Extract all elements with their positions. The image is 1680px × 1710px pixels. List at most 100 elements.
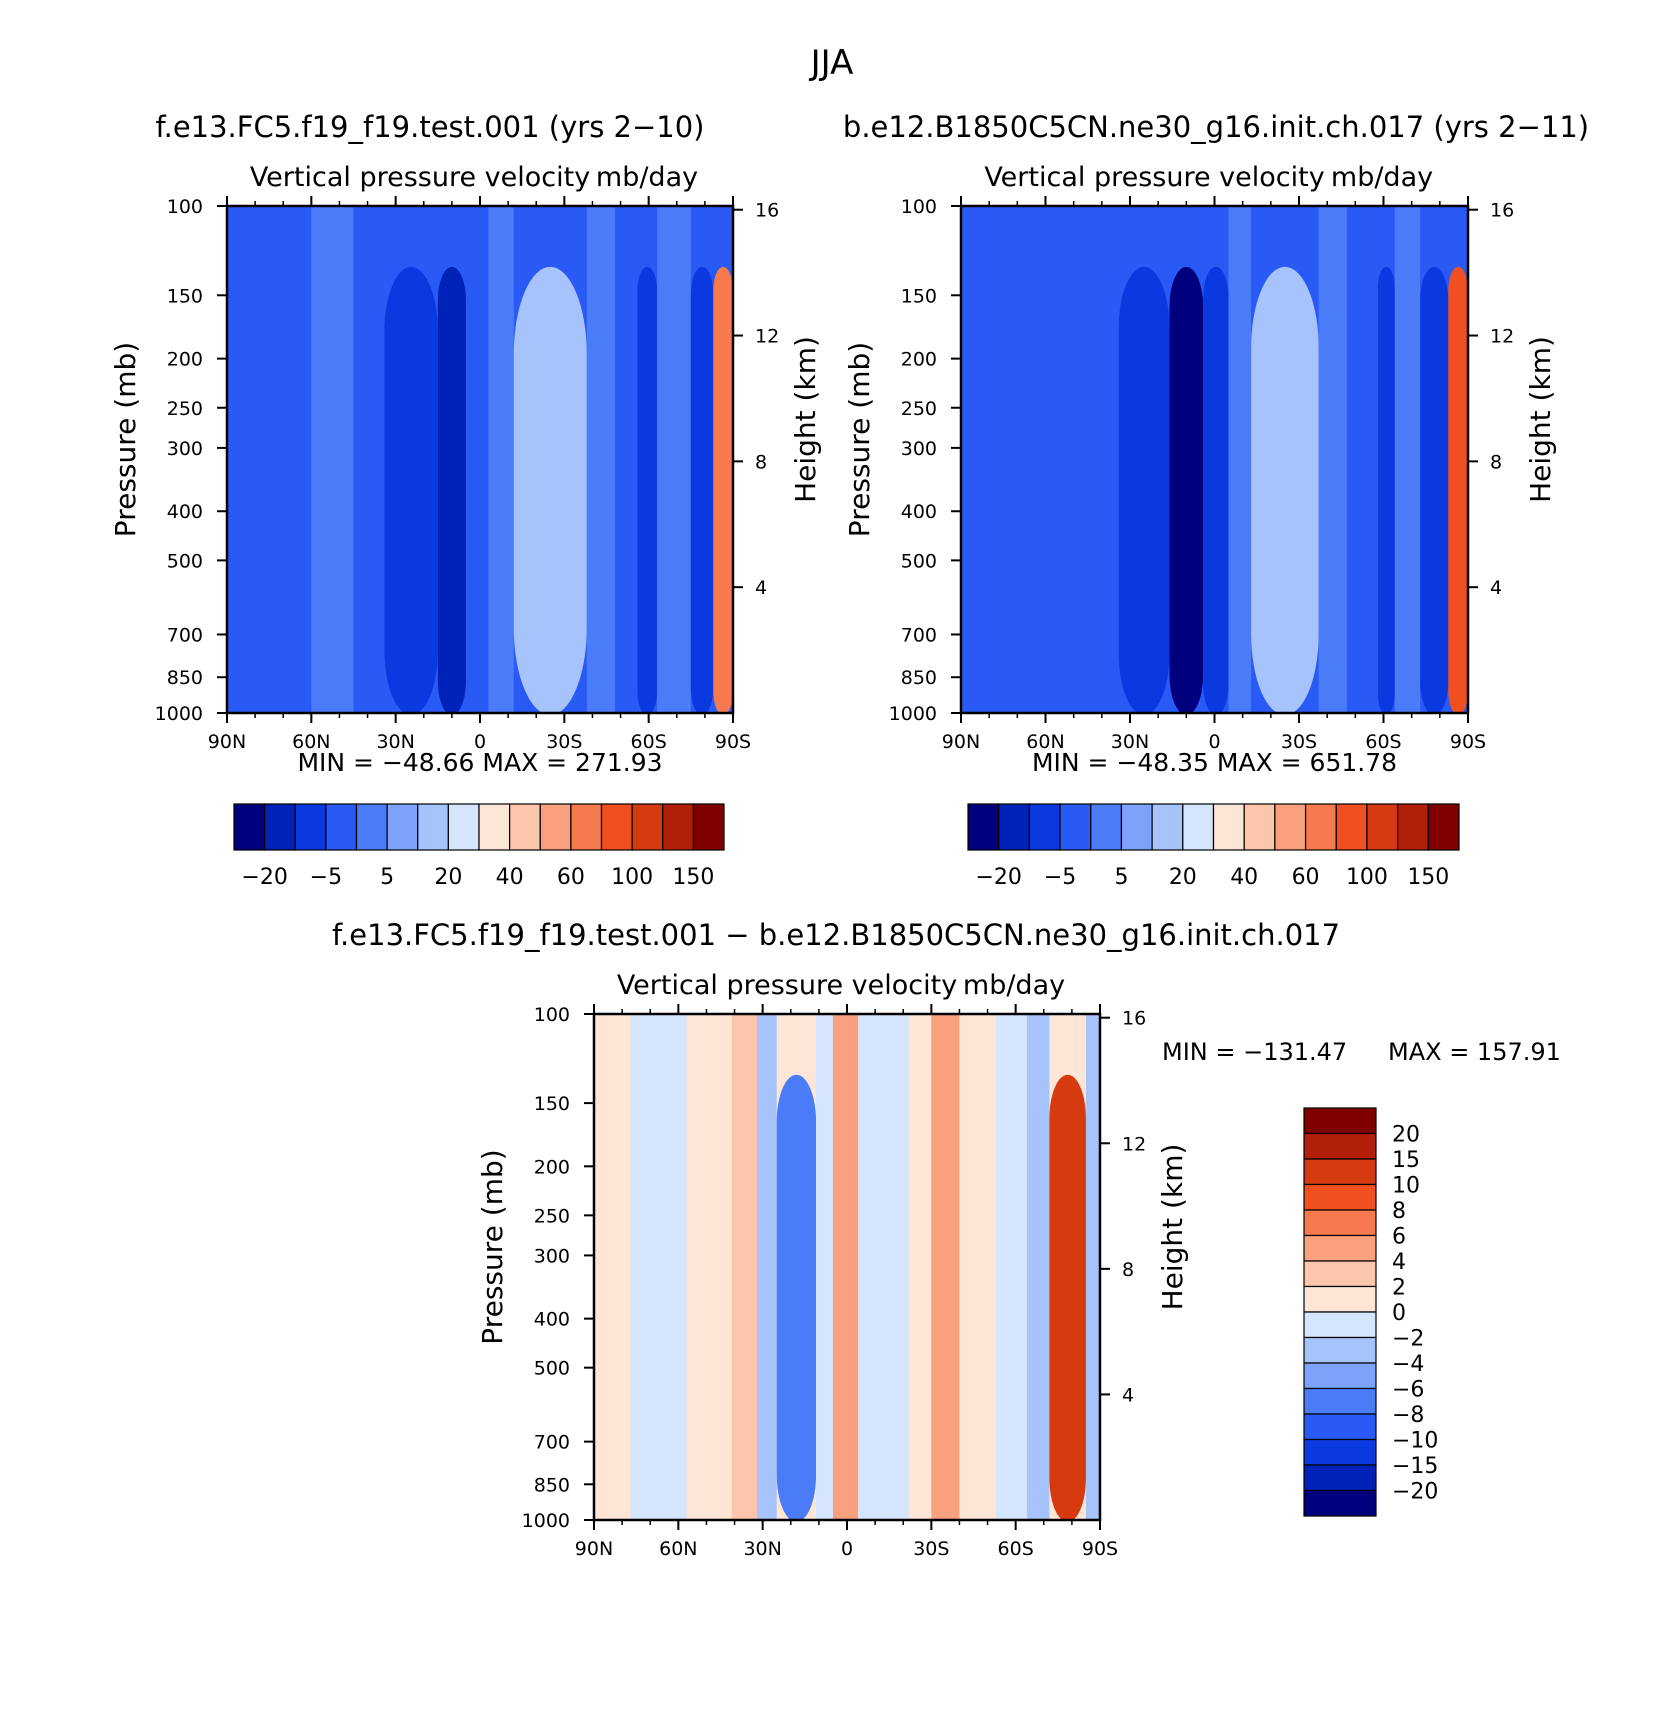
heatmap-band	[227, 206, 281, 713]
heatmap-band	[731, 1014, 758, 1520]
y-tick-label: 100	[534, 1004, 570, 1026]
y-tick-label: 250	[901, 398, 937, 420]
colorbar-swatch	[1303, 1311, 1377, 1339]
y-tick-label: 150	[901, 285, 937, 307]
colorbar-label: 8	[1392, 1199, 1406, 1224]
x-tick-label: 90N	[208, 731, 246, 753]
left-case-title: f.e13.FC5.f19_f19.test.001 (yrs 2−10)	[156, 110, 705, 144]
diff-case-title: f.e13.FC5.f19_f19.test.001 − b.e12.B1850…	[332, 918, 1340, 952]
x-tick-label: 90N	[575, 1538, 613, 1560]
y-tick-label: 500	[534, 1358, 570, 1380]
y2-axis-label: Height (km)	[1524, 336, 1557, 503]
heatmap-band	[1203, 266, 1229, 713]
heatmap-band	[757, 1014, 777, 1520]
heatmap-band	[931, 1014, 960, 1520]
y2-tick-label: 4	[1490, 577, 1502, 599]
colorbar-label: 150	[672, 865, 714, 890]
panel-title: Vertical pressure velocity	[617, 970, 957, 1001]
colorbar-label: −5	[1044, 865, 1076, 890]
x-tick-label: 30S	[913, 1538, 949, 1560]
colorbar-label: −4	[1392, 1352, 1424, 1377]
x-tick-label: 30S	[546, 731, 582, 753]
colorbar-swatch	[355, 803, 388, 851]
heatmap-band	[594, 1014, 631, 1520]
y-tick-label: 200	[167, 349, 203, 371]
colorbar-label: 2	[1392, 1276, 1406, 1301]
colorbar-swatch	[1303, 1438, 1377, 1466]
colorbar-swatch	[1303, 1489, 1377, 1517]
y-tick-label: 200	[901, 349, 937, 371]
heatmap-band	[280, 206, 312, 713]
x-tick-label: 0	[474, 731, 486, 753]
y-tick-label: 100	[901, 196, 937, 218]
colorbar-label: 0	[1392, 1301, 1406, 1326]
colorbar-label: −5	[310, 865, 342, 890]
colorbar-swatch	[1303, 1234, 1377, 1262]
x-tick-label: 0	[841, 1538, 853, 1560]
y2-axis-label: Height (km)	[1156, 1144, 1189, 1311]
heatmap-band	[1251, 266, 1319, 713]
x-tick-label: 0	[1208, 731, 1220, 753]
heatmap-band	[1087, 206, 1119, 713]
colorbar-swatch	[325, 803, 358, 851]
x-tick-label: 30S	[1281, 731, 1317, 753]
heatmap-band	[816, 1014, 833, 1520]
y-tick-label: 400	[534, 1309, 570, 1331]
colorbar-swatch	[1303, 1158, 1377, 1186]
y2-tick-label: 8	[755, 451, 767, 473]
heatmap-band	[1049, 1074, 1086, 1520]
colorbar-swatch	[1335, 803, 1368, 851]
y-axis-label: Pressure (mb)	[843, 342, 876, 537]
colorbar-label: −2	[1392, 1327, 1424, 1352]
y2-tick-label: 8	[1122, 1259, 1134, 1281]
heatmap-band	[1394, 206, 1421, 713]
heatmap-band	[637, 266, 658, 713]
heatmap-band	[384, 266, 438, 713]
colorbar-swatch	[631, 803, 664, 851]
colorbar-label: −20	[975, 865, 1021, 890]
x-tick-label: 60S	[631, 731, 667, 753]
y2-tick-label: 12	[1122, 1133, 1146, 1155]
colorbar-swatch	[1303, 1413, 1377, 1441]
colorbar-label: 20	[1392, 1123, 1420, 1148]
colorbar-swatch	[264, 803, 296, 851]
heatmap-band	[630, 1014, 687, 1520]
x-tick-label: 90S	[1450, 731, 1486, 753]
x-tick-label: 30N	[376, 731, 414, 753]
x-tick-label: 60N	[659, 1538, 697, 1560]
y2-tick-label: 16	[1490, 200, 1514, 222]
y-tick-label: 250	[534, 1205, 570, 1227]
colorbar-label: 40	[1230, 865, 1258, 890]
heatmap-band	[1420, 266, 1449, 713]
heatmap-band	[886, 1014, 909, 1520]
heatmap-band	[465, 206, 489, 713]
colorbar-swatch	[233, 803, 266, 851]
heatmap-bands	[594, 1014, 1100, 1520]
x-tick-label: 90S	[1082, 1538, 1118, 1560]
y-tick-label: 700	[901, 624, 937, 646]
y2-tick-label: 16	[1122, 1008, 1146, 1030]
panel-units: mb/day	[963, 970, 1065, 1001]
colorbar-label: 10	[1392, 1174, 1420, 1199]
colorbar-swatch	[1303, 1183, 1377, 1211]
colorbar-swatch	[1059, 803, 1092, 851]
heatmap-band	[437, 266, 466, 713]
colorbar-label: 5	[380, 865, 394, 890]
y2-tick-label: 4	[755, 577, 767, 599]
colorbar-swatch	[1303, 1387, 1377, 1415]
y2-tick-label: 8	[1490, 451, 1502, 473]
min-max-label: MIN = −48.66 MAX = 271.93	[297, 748, 662, 777]
heatmap-band	[908, 1014, 932, 1520]
y2-tick-label: 4	[1122, 1384, 1134, 1406]
heatmap-band	[686, 1014, 732, 1520]
colorbar-label: −10	[1392, 1429, 1438, 1454]
panel-title: Vertical pressure velocity	[984, 162, 1324, 193]
colorbar-swatch	[1303, 1209, 1377, 1237]
colorbar-swatch	[294, 803, 327, 851]
heatmap-band	[1026, 1014, 1050, 1520]
heatmap-band	[614, 206, 638, 713]
colorbar-label: −20	[1392, 1480, 1438, 1505]
heatmap-band	[713, 266, 733, 713]
colorbar-swatch	[1151, 803, 1184, 851]
y-tick-label: 250	[167, 398, 203, 420]
